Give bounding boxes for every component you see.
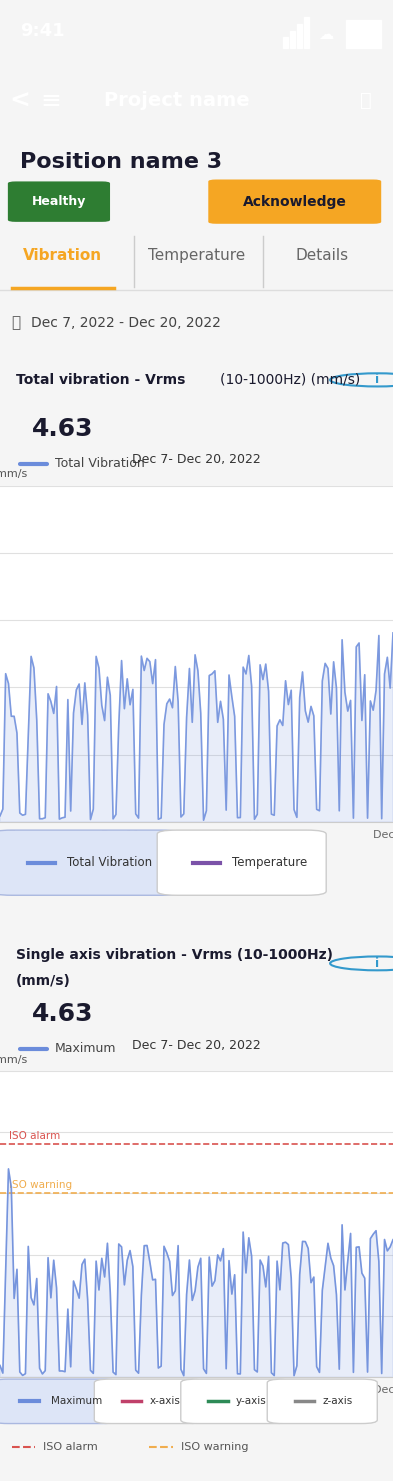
Bar [304, 16, 309, 47]
Text: y-axis: y-axis [236, 1397, 266, 1407]
Text: Temperature: Temperature [148, 247, 245, 262]
Text: i: i [375, 373, 379, 387]
FancyBboxPatch shape [0, 1379, 118, 1423]
FancyBboxPatch shape [157, 829, 326, 895]
Bar [346, 21, 381, 47]
Text: i: i [375, 957, 379, 970]
FancyBboxPatch shape [267, 1379, 377, 1423]
FancyBboxPatch shape [208, 179, 381, 224]
Text: Single axis vibration - Vrms (10-1000Hz): Single axis vibration - Vrms (10-1000Hz) [16, 948, 333, 961]
Text: <: < [9, 89, 30, 113]
Text: ISO alarm: ISO alarm [9, 1131, 60, 1142]
Text: 9:41: 9:41 [20, 22, 64, 40]
Text: Maximum: Maximum [55, 1043, 116, 1056]
Text: ≡: ≡ [40, 89, 62, 113]
Text: ISO alarm: ISO alarm [43, 1441, 98, 1451]
Text: ISO warning: ISO warning [9, 1180, 72, 1191]
FancyBboxPatch shape [181, 1379, 291, 1423]
Text: Dec 7- Dec 20, 2022: Dec 7- Dec 20, 2022 [132, 1040, 261, 1053]
Text: ⏰: ⏰ [360, 92, 371, 110]
Bar [283, 37, 288, 47]
Text: Healthy: Healthy [32, 194, 86, 207]
Text: ISO warning: ISO warning [181, 1441, 248, 1451]
Text: Temperature: Temperature [232, 856, 307, 869]
Text: z-axis: z-axis [322, 1397, 353, 1407]
Text: Total Vibration: Total Vibration [55, 458, 145, 471]
Text: Details: Details [296, 247, 349, 262]
Bar [297, 24, 302, 47]
Text: Project name: Project name [104, 92, 250, 110]
Bar [290, 31, 295, 47]
Text: mm/s: mm/s [0, 469, 28, 478]
Text: x-axis: x-axis [149, 1397, 180, 1407]
Text: (10-1000Hz) (mm/s): (10-1000Hz) (mm/s) [220, 373, 360, 387]
Text: Acknowledge: Acknowledge [243, 194, 347, 209]
FancyBboxPatch shape [8, 182, 110, 222]
FancyBboxPatch shape [0, 829, 181, 895]
Text: Position name 3: Position name 3 [20, 153, 222, 172]
Text: 4.63: 4.63 [31, 1003, 93, 1026]
Text: ⧉: ⧉ [11, 315, 20, 330]
Text: Total vibration - Vrms: Total vibration - Vrms [16, 373, 185, 387]
Text: Total Vibration: Total Vibration [67, 856, 152, 869]
Text: Vibration: Vibration [23, 247, 103, 262]
Text: (mm/s): (mm/s) [16, 973, 71, 988]
Text: mm/s: mm/s [0, 1054, 28, 1065]
Text: Dec 7, 2022 - Dec 20, 2022: Dec 7, 2022 - Dec 20, 2022 [31, 315, 221, 330]
Text: Maximum: Maximum [51, 1397, 102, 1407]
Text: ☁: ☁ [318, 27, 334, 41]
Text: Dec 7- Dec 20, 2022: Dec 7- Dec 20, 2022 [132, 453, 261, 465]
Text: 4.63: 4.63 [31, 418, 93, 441]
FancyBboxPatch shape [94, 1379, 204, 1423]
